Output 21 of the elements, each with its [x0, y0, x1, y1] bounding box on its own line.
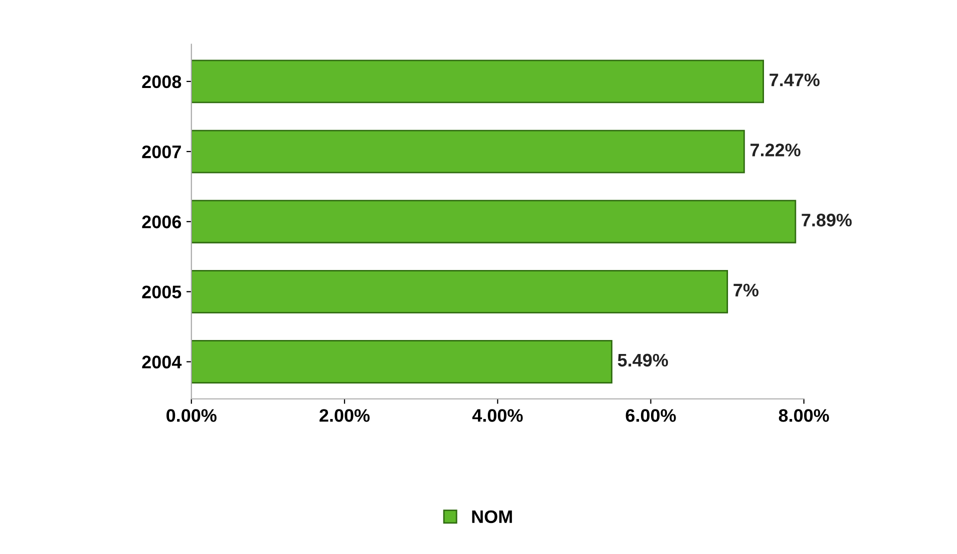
- y-tick-label: 2008: [142, 75, 182, 88]
- y-tick-label: 2005: [142, 286, 182, 298]
- x-tick-label: 0.00%: [166, 409, 217, 422]
- bar: [191, 200, 796, 244]
- data-label: 7%: [734, 284, 758, 296]
- bar: [191, 130, 745, 174]
- bar: [191, 340, 612, 384]
- data-label: 7.47%: [770, 74, 820, 86]
- x-tick-label: 2.00%: [320, 409, 370, 422]
- x-tick-label: 4.00%: [472, 409, 523, 422]
- y-tick-label: 2004: [142, 356, 182, 368]
- data-label: 7.22%: [750, 144, 800, 156]
- data-label: 5.49%: [618, 354, 668, 367]
- bar: [191, 60, 764, 104]
- legend-label: NOM: [472, 510, 512, 524]
- y-tick-label: 2006: [142, 216, 182, 228]
- x-tick-label: 6.00%: [626, 409, 676, 422]
- data-label: 7.89%: [802, 214, 852, 226]
- y-tick-label: 2007: [142, 145, 181, 158]
- bar: [191, 270, 728, 314]
- x-tick-label: 8.00%: [778, 409, 830, 422]
